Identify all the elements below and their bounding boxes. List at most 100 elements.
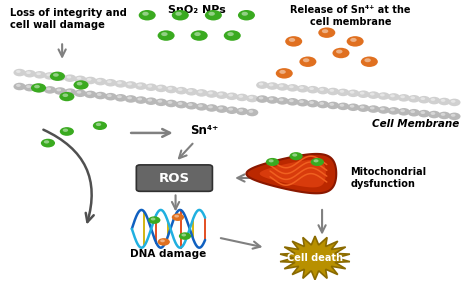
Circle shape xyxy=(337,88,349,96)
Circle shape xyxy=(410,110,415,113)
Circle shape xyxy=(104,93,117,100)
Circle shape xyxy=(360,92,365,95)
Circle shape xyxy=(160,239,165,242)
Circle shape xyxy=(208,105,213,108)
Circle shape xyxy=(127,83,132,85)
Circle shape xyxy=(289,99,294,102)
Circle shape xyxy=(104,79,117,86)
Circle shape xyxy=(329,89,334,92)
Circle shape xyxy=(87,78,91,81)
Circle shape xyxy=(228,94,233,97)
Circle shape xyxy=(94,78,107,85)
Circle shape xyxy=(303,58,310,62)
Text: Cell death: Cell death xyxy=(287,253,343,263)
Circle shape xyxy=(408,109,420,117)
Circle shape xyxy=(94,92,107,99)
Circle shape xyxy=(420,111,425,114)
Text: SnO₂ NPs: SnO₂ NPs xyxy=(168,5,226,15)
Circle shape xyxy=(322,29,328,33)
Circle shape xyxy=(400,109,405,112)
Circle shape xyxy=(26,85,31,88)
Circle shape xyxy=(377,106,390,114)
Circle shape xyxy=(451,114,456,117)
Circle shape xyxy=(74,90,86,97)
Circle shape xyxy=(172,10,189,20)
Circle shape xyxy=(97,93,101,96)
Circle shape xyxy=(73,80,89,90)
Circle shape xyxy=(191,30,208,41)
Circle shape xyxy=(175,12,182,16)
Circle shape xyxy=(269,98,273,100)
Circle shape xyxy=(218,93,223,95)
Circle shape xyxy=(360,106,365,109)
Circle shape xyxy=(259,97,264,100)
Circle shape xyxy=(117,95,122,98)
Circle shape xyxy=(299,100,304,103)
Circle shape xyxy=(185,102,198,110)
Circle shape xyxy=(96,123,101,126)
Circle shape xyxy=(390,108,395,111)
Circle shape xyxy=(347,90,359,97)
Circle shape xyxy=(377,92,390,100)
Circle shape xyxy=(380,93,385,96)
Circle shape xyxy=(286,84,299,92)
Circle shape xyxy=(246,95,258,102)
Circle shape xyxy=(346,36,364,47)
Circle shape xyxy=(74,76,86,83)
Text: Mitochondrial
dysfunction: Mitochondrial dysfunction xyxy=(350,167,427,189)
Circle shape xyxy=(198,104,203,107)
Circle shape xyxy=(367,91,380,99)
Circle shape xyxy=(54,87,66,95)
Circle shape xyxy=(297,99,309,107)
Circle shape xyxy=(357,91,370,98)
Circle shape xyxy=(157,238,170,246)
Circle shape xyxy=(246,109,258,116)
Circle shape xyxy=(165,86,177,93)
Circle shape xyxy=(44,72,56,80)
Circle shape xyxy=(188,103,192,106)
Circle shape xyxy=(115,94,127,102)
Circle shape xyxy=(438,112,450,119)
Circle shape xyxy=(148,216,160,224)
Circle shape xyxy=(63,128,68,132)
Circle shape xyxy=(145,84,157,91)
Circle shape xyxy=(398,108,410,116)
Text: ROS: ROS xyxy=(159,172,190,185)
Polygon shape xyxy=(246,154,336,193)
Circle shape xyxy=(155,85,167,92)
Circle shape xyxy=(115,80,127,88)
Circle shape xyxy=(31,83,46,93)
Circle shape xyxy=(46,74,51,76)
Circle shape xyxy=(63,93,68,97)
Circle shape xyxy=(327,88,339,95)
Circle shape xyxy=(137,98,142,100)
Circle shape xyxy=(370,107,374,110)
Text: DNA damage: DNA damage xyxy=(130,249,207,259)
Circle shape xyxy=(155,99,167,106)
Circle shape xyxy=(329,103,334,106)
Circle shape xyxy=(107,80,112,83)
Circle shape xyxy=(161,32,168,36)
Circle shape xyxy=(428,111,440,118)
Circle shape xyxy=(448,99,461,106)
Circle shape xyxy=(60,127,74,136)
Circle shape xyxy=(93,121,107,130)
Circle shape xyxy=(297,85,309,93)
Circle shape xyxy=(347,103,359,111)
Circle shape xyxy=(64,88,76,96)
Circle shape xyxy=(289,85,294,88)
Text: Cell Membrane: Cell Membrane xyxy=(372,119,459,129)
Circle shape xyxy=(380,107,385,110)
Circle shape xyxy=(248,96,253,99)
Circle shape xyxy=(313,159,319,162)
Circle shape xyxy=(175,101,188,108)
Circle shape xyxy=(438,98,450,105)
Circle shape xyxy=(66,90,71,93)
Circle shape xyxy=(367,105,380,113)
Circle shape xyxy=(16,70,21,73)
Circle shape xyxy=(41,139,55,147)
Circle shape xyxy=(26,71,31,74)
Circle shape xyxy=(56,88,61,91)
Circle shape xyxy=(16,84,21,87)
Circle shape xyxy=(137,84,142,86)
